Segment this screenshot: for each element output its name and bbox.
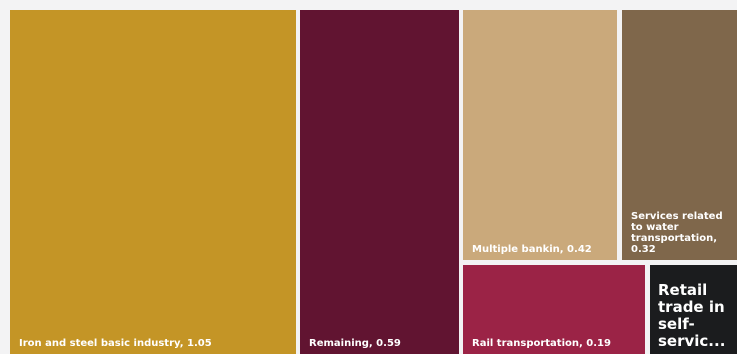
tile-label: Multiple bankin, 0.42 xyxy=(472,244,592,255)
tile-multiple-banking[interactable]: Multiple bankin, 0.42 xyxy=(463,10,617,260)
tile-retail-trade[interactable]: Retail trade in self-servic... xyxy=(650,265,737,354)
tile-label: Services related to water transportation… xyxy=(631,211,723,255)
tile-water-transportation[interactable]: Services related to water transportation… xyxy=(622,10,737,260)
tile-label: Rail transportation, 0.19 xyxy=(472,338,611,349)
tile-label: Iron and steel basic industry, 1.05 xyxy=(19,338,212,349)
tile-iron-steel[interactable]: Iron and steel basic industry, 1.05 xyxy=(10,10,296,354)
tile-label: Remaining, 0.59 xyxy=(309,338,401,349)
tile-label: Retail trade in self-servic... xyxy=(658,281,726,350)
tile-remaining[interactable]: Remaining, 0.59 xyxy=(300,10,459,354)
tile-rail-transportation[interactable]: Rail transportation, 0.19 xyxy=(463,265,645,354)
